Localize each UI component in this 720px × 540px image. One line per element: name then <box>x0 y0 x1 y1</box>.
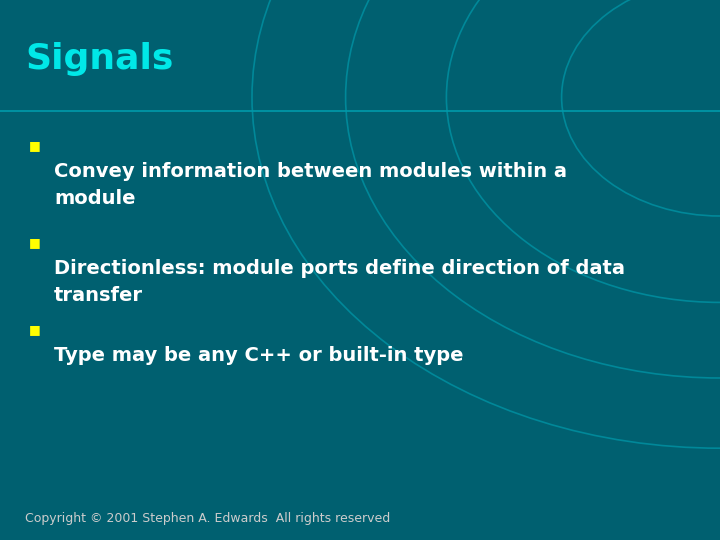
Text: ■: ■ <box>29 323 40 336</box>
Text: Type may be any C++ or built-in type: Type may be any C++ or built-in type <box>54 346 464 365</box>
Text: Signals: Signals <box>25 43 174 76</box>
Text: Directionless: module ports define direction of data
transfer: Directionless: module ports define direc… <box>54 259 625 305</box>
Text: ■: ■ <box>29 139 40 152</box>
Text: ■: ■ <box>29 237 40 249</box>
Text: Convey information between modules within a
module: Convey information between modules withi… <box>54 162 567 207</box>
Text: Copyright © 2001 Stephen A. Edwards  All rights reserved: Copyright © 2001 Stephen A. Edwards All … <box>25 512 390 525</box>
